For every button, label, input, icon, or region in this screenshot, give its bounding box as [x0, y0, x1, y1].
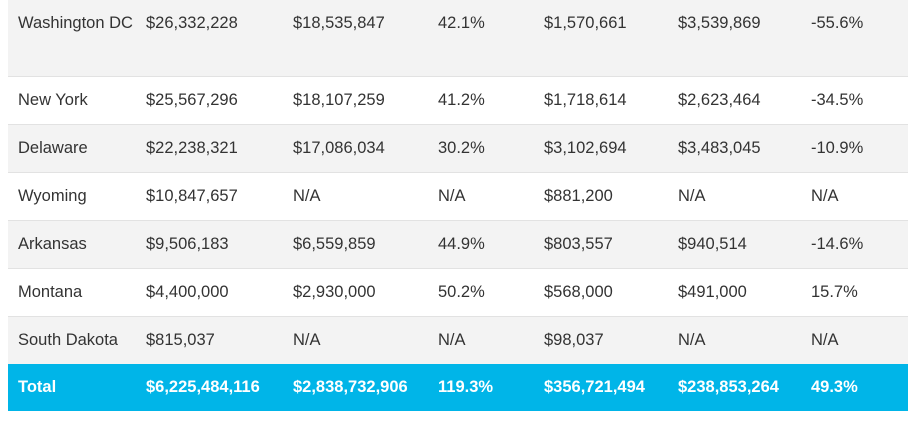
value-cell: $6,559,859 [293, 219, 438, 268]
value-cell: $2,623,464 [678, 75, 811, 124]
value-cell: $17,086,034 [293, 123, 438, 172]
percent-cell: -34.5% [811, 75, 908, 124]
value-cell: $3,483,045 [678, 123, 811, 172]
value-cell: $18,107,259 [293, 75, 438, 124]
percent-cell: N/A [811, 171, 908, 220]
total-label-cell: Total [8, 364, 146, 411]
state-name-cell: Montana [8, 267, 146, 316]
percent-cell: N/A [438, 315, 544, 364]
value-cell: $1,718,614 [544, 75, 678, 124]
total-percent-cell: 49.3% [811, 364, 908, 411]
table-row: Wyoming $10,847,657 N/A N/A $881,200 N/A… [8, 171, 908, 220]
percent-cell: -55.6% [811, 0, 908, 76]
value-cell: $2,930,000 [293, 267, 438, 316]
value-cell: N/A [678, 315, 811, 364]
value-cell: $3,539,869 [678, 0, 811, 76]
total-value-cell: $2,838,732,906 [293, 364, 438, 411]
table-row: South Dakota $815,037 N/A N/A $98,037 N/… [8, 315, 908, 364]
percent-cell: 44.9% [438, 219, 544, 268]
total-value-cell: $6,225,484,116 [146, 364, 293, 411]
percent-cell: N/A [811, 315, 908, 364]
value-cell: $4,400,000 [146, 267, 293, 316]
value-cell: $18,535,847 [293, 0, 438, 76]
state-name-cell: Washington DC [8, 0, 146, 76]
value-cell: $25,567,296 [146, 75, 293, 124]
table-row: Montana $4,400,000 $2,930,000 50.2% $568… [8, 267, 908, 316]
percent-cell: 50.2% [438, 267, 544, 316]
state-name-cell: New York [8, 75, 146, 124]
total-value-cell: $238,853,264 [678, 364, 811, 411]
value-cell: $815,037 [146, 315, 293, 364]
total-row: Total $6,225,484,116 $2,838,732,906 119.… [8, 364, 908, 411]
value-cell: N/A [293, 171, 438, 220]
value-cell: $491,000 [678, 267, 811, 316]
value-cell: $3,102,694 [544, 123, 678, 172]
value-cell: N/A [678, 171, 811, 220]
total-value-cell: $356,721,494 [544, 364, 678, 411]
percent-cell: -14.6% [811, 219, 908, 268]
percent-cell: 15.7% [811, 267, 908, 316]
value-cell: $10,847,657 [146, 171, 293, 220]
state-data-table: Washington DC $26,332,228 $18,535,847 42… [8, 0, 908, 411]
state-name-cell: Wyoming [8, 171, 146, 220]
table-row: New York $25,567,296 $18,107,259 41.2% $… [8, 75, 908, 124]
value-cell: $940,514 [678, 219, 811, 268]
value-cell: $1,570,661 [544, 0, 678, 76]
table-row: Washington DC $26,332,228 $18,535,847 42… [8, 0, 908, 76]
percent-cell: -10.9% [811, 123, 908, 172]
percent-cell: N/A [438, 171, 544, 220]
value-cell: N/A [293, 315, 438, 364]
percent-cell: 30.2% [438, 123, 544, 172]
percent-cell: 42.1% [438, 0, 544, 76]
state-name-cell: Delaware [8, 123, 146, 172]
value-cell: $9,506,183 [146, 219, 293, 268]
state-data-table-container: Washington DC $26,332,228 $18,535,847 42… [8, 0, 908, 411]
value-cell: $803,557 [544, 219, 678, 268]
table-row: Delaware $22,238,321 $17,086,034 30.2% $… [8, 123, 908, 172]
total-percent-cell: 119.3% [438, 364, 544, 411]
value-cell: $881,200 [544, 171, 678, 220]
value-cell: $568,000 [544, 267, 678, 316]
value-cell: $22,238,321 [146, 123, 293, 172]
state-name-cell: South Dakota [8, 315, 146, 364]
table-row: Arkansas $9,506,183 $6,559,859 44.9% $80… [8, 219, 908, 268]
state-name-cell: Arkansas [8, 219, 146, 268]
value-cell: $98,037 [544, 315, 678, 364]
value-cell: $26,332,228 [146, 0, 293, 76]
percent-cell: 41.2% [438, 75, 544, 124]
